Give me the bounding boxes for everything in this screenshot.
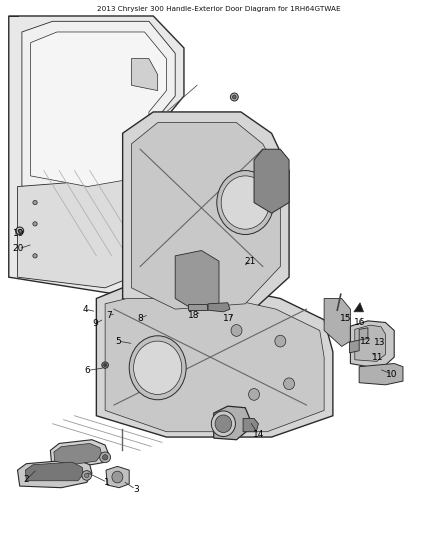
Text: 1: 1	[104, 478, 110, 487]
Polygon shape	[354, 303, 364, 312]
Polygon shape	[25, 462, 83, 481]
Text: 12: 12	[360, 337, 371, 345]
Ellipse shape	[231, 325, 242, 336]
Polygon shape	[9, 16, 184, 293]
Polygon shape	[188, 304, 207, 310]
Polygon shape	[105, 298, 324, 432]
Ellipse shape	[275, 335, 286, 347]
Polygon shape	[350, 321, 394, 367]
Text: 13: 13	[374, 338, 386, 346]
Text: 7: 7	[106, 311, 112, 320]
Polygon shape	[350, 340, 359, 353]
Text: 11: 11	[372, 353, 383, 361]
Polygon shape	[254, 149, 289, 213]
Text: 5: 5	[115, 337, 121, 345]
Ellipse shape	[127, 269, 136, 278]
Polygon shape	[214, 406, 250, 440]
Ellipse shape	[134, 341, 182, 394]
Text: 20: 20	[13, 245, 24, 253]
Ellipse shape	[99, 452, 110, 463]
Ellipse shape	[217, 171, 274, 235]
Text: 8: 8	[137, 314, 143, 322]
Polygon shape	[96, 288, 333, 437]
Polygon shape	[54, 443, 102, 465]
Polygon shape	[50, 440, 109, 468]
Ellipse shape	[211, 411, 236, 437]
Polygon shape	[31, 32, 166, 187]
Text: 3: 3	[133, 485, 139, 494]
Text: 10: 10	[386, 370, 398, 378]
Polygon shape	[22, 21, 175, 197]
Text: 18: 18	[188, 311, 199, 320]
Text: 16: 16	[354, 318, 366, 327]
Ellipse shape	[102, 362, 108, 368]
Ellipse shape	[215, 415, 232, 433]
Text: 15: 15	[340, 314, 352, 323]
Ellipse shape	[129, 336, 186, 400]
Text: 9: 9	[92, 319, 99, 328]
Ellipse shape	[33, 222, 37, 226]
Polygon shape	[131, 59, 158, 91]
Ellipse shape	[284, 378, 295, 390]
Ellipse shape	[85, 473, 89, 478]
Text: 21: 21	[245, 257, 256, 265]
Ellipse shape	[16, 227, 24, 235]
Polygon shape	[18, 459, 92, 488]
Ellipse shape	[221, 176, 269, 229]
Text: 6: 6	[85, 366, 91, 375]
Polygon shape	[359, 364, 403, 385]
Text: 17: 17	[223, 314, 234, 323]
Polygon shape	[175, 251, 219, 309]
Text: 2: 2	[24, 475, 29, 484]
Polygon shape	[359, 328, 368, 340]
Text: 19: 19	[13, 229, 24, 238]
Ellipse shape	[33, 254, 37, 258]
Ellipse shape	[103, 364, 106, 367]
Polygon shape	[18, 176, 158, 288]
Ellipse shape	[33, 200, 37, 205]
Text: 14: 14	[253, 430, 264, 439]
Ellipse shape	[233, 95, 236, 99]
Ellipse shape	[82, 471, 92, 480]
Polygon shape	[131, 123, 280, 309]
Ellipse shape	[112, 471, 123, 483]
Polygon shape	[243, 418, 258, 432]
Ellipse shape	[102, 455, 108, 460]
Ellipse shape	[249, 389, 259, 400]
Text: 4: 4	[83, 305, 88, 313]
Polygon shape	[123, 112, 289, 320]
Ellipse shape	[230, 93, 238, 101]
Polygon shape	[355, 325, 385, 361]
Polygon shape	[324, 298, 350, 346]
Ellipse shape	[18, 229, 21, 232]
Polygon shape	[106, 466, 129, 488]
Polygon shape	[208, 303, 230, 312]
Text: 2013 Chrysler 300 Handle-Exterior Door Diagram for 1RH64GTWAE: 2013 Chrysler 300 Handle-Exterior Door D…	[97, 6, 341, 12]
